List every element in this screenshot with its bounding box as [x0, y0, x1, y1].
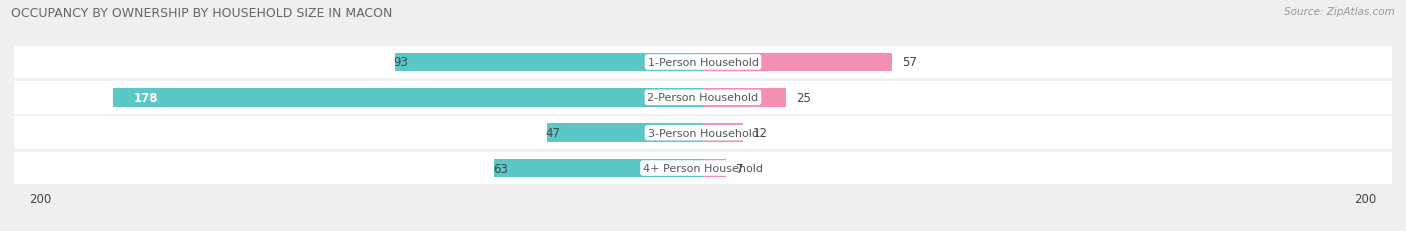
Bar	[703, 159, 725, 177]
Text: 178: 178	[134, 91, 157, 104]
Bar	[703, 89, 786, 107]
Bar	[395, 54, 703, 72]
Text: 4+ Person Household: 4+ Person Household	[643, 163, 763, 173]
Text: 93: 93	[394, 56, 408, 69]
Text: 2-Person Household: 2-Person Household	[647, 93, 759, 103]
Text: 47: 47	[546, 127, 561, 140]
Text: 7: 7	[737, 162, 744, 175]
Bar	[14, 82, 1392, 114]
Text: 63: 63	[492, 162, 508, 175]
Text: 25: 25	[796, 91, 811, 104]
Text: 12: 12	[752, 127, 768, 140]
Text: 3-Person Household: 3-Person Household	[648, 128, 758, 138]
Text: 57: 57	[901, 56, 917, 69]
Bar	[703, 54, 891, 72]
Text: OCCUPANCY BY OWNERSHIP BY HOUSEHOLD SIZE IN MACON: OCCUPANCY BY OWNERSHIP BY HOUSEHOLD SIZE…	[11, 7, 392, 20]
Text: Source: ZipAtlas.com: Source: ZipAtlas.com	[1284, 7, 1395, 17]
Bar	[14, 117, 1392, 149]
Bar	[14, 152, 1392, 185]
Text: 1-Person Household: 1-Person Household	[648, 58, 758, 68]
Bar	[495, 159, 703, 177]
Bar	[703, 124, 742, 142]
Bar	[114, 89, 703, 107]
Bar	[14, 46, 1392, 79]
Bar	[547, 124, 703, 142]
